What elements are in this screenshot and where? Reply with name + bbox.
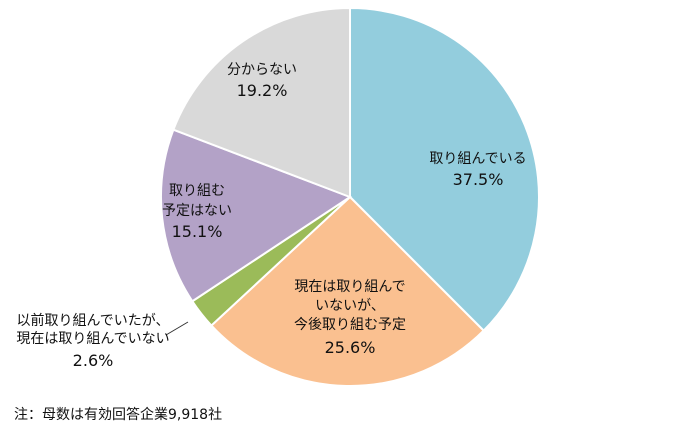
slice-label-3-line-2: 現在は取り組んでいない <box>16 331 169 347</box>
slice-label-1-line-1: 取り組んでいる <box>429 151 526 167</box>
slice-value-3: 2.6% <box>73 351 114 370</box>
slice-label-3-line-1: 以前取り組んでいたが、 <box>16 312 169 329</box>
pie-slice-1 <box>349 6 540 333</box>
slice-label-2-line-3: 今後取り組む予定 <box>294 317 406 333</box>
slice-label-4-line-2: 予定はない <box>162 203 232 219</box>
footnote: 注：母数は有効回答企業9,918社 <box>14 407 223 423</box>
leader-line-3 <box>165 321 189 336</box>
pie-slice-5 <box>172 6 351 199</box>
slice-value-5: 19.2% <box>237 81 288 100</box>
slice-value-2: 25.6% <box>325 338 376 357</box>
slice-label-2-line-1: 現在は取り組んで <box>294 279 405 295</box>
pie-slice-4 <box>160 128 353 303</box>
slice-label-4-line-1: 取り組む <box>169 183 225 199</box>
slice-value-1: 37.5% <box>453 170 504 189</box>
slice-value-4: 15.1% <box>172 222 223 241</box>
slice-label-2-line-2: いないが、 <box>315 298 385 314</box>
slice-label-5-line-1: 分からない <box>227 62 297 78</box>
pie-slice-2 <box>209 195 486 387</box>
